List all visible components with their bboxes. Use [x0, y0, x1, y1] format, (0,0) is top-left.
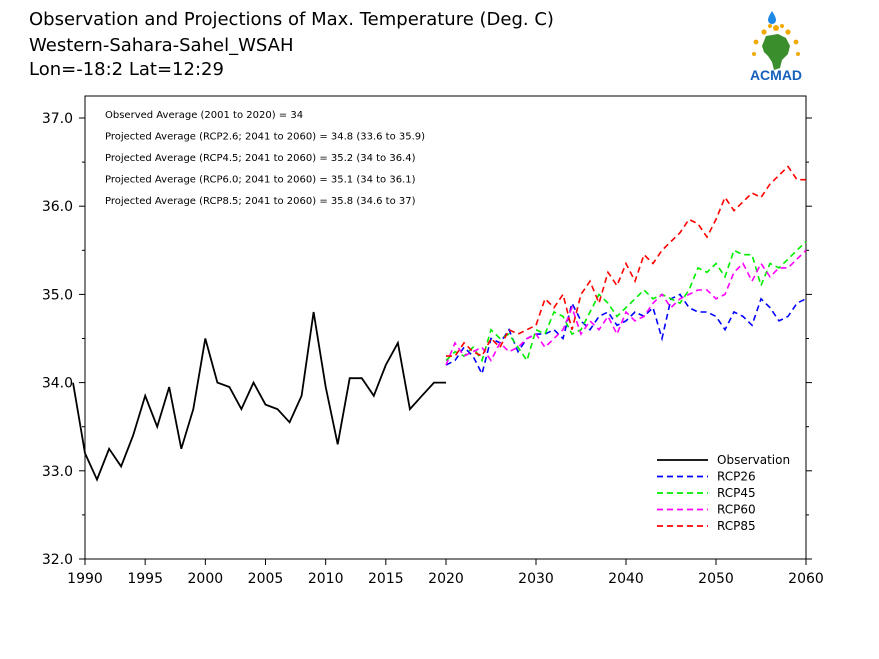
x-tick-label: 1990	[67, 571, 103, 587]
annotation-text: Projected Average (RCP8.5; 2041 to 2060)…	[105, 196, 416, 207]
x-tick-label: 2030	[518, 571, 554, 587]
x-tick-label: 2020	[428, 571, 464, 587]
annotation-text: Observed Average (2001 to 2020) = 34	[105, 110, 303, 121]
acmad-logo: ACMAD	[750, 11, 802, 83]
coords-label: Lon=-18:2 Lat=12:29	[29, 59, 224, 80]
region-label: Western-Sahara-Sahel_WSAH	[29, 35, 294, 56]
legend-label: Observation	[717, 453, 790, 467]
series-line-rcp26	[445, 293, 807, 377]
y-tick-label: 35.0	[42, 287, 73, 303]
x-tick-label: 2050	[698, 571, 734, 587]
series-line-observation	[72, 311, 446, 482]
y-tick-label: 32.0	[42, 552, 73, 568]
y-tick-label: 33.0	[42, 464, 73, 480]
y-tick-label: 36.0	[42, 199, 73, 215]
plot-frame	[84, 95, 807, 560]
annotation-text: Projected Average (RCP4.5; 2041 to 2060)…	[105, 153, 416, 164]
annotation-text: Projected Average (RCP6.0; 2041 to 2060)…	[105, 175, 416, 186]
legend-label: RCP85	[717, 519, 756, 533]
y-tick-label: 37.0	[42, 111, 73, 127]
x-tick-label: 2000	[188, 571, 224, 587]
x-tick-label: 2015	[368, 571, 404, 587]
x-tick-label: 2040	[608, 571, 644, 587]
logo-text: ACMAD	[750, 67, 802, 83]
series-line-rcp85	[446, 165, 806, 358]
x-tick-label: 2010	[308, 571, 344, 587]
chart-title: Observation and Projections of Max. Temp…	[29, 9, 554, 30]
legend-label: RCP26	[717, 470, 756, 484]
legend-label: RCP60	[717, 503, 756, 517]
series-line-rcp60	[445, 249, 807, 366]
x-tick-label: 1995	[127, 571, 163, 587]
y-tick-label: 34.0	[42, 376, 73, 392]
legend-label: RCP45	[717, 486, 756, 500]
annotation-text: Projected Average (RCP2.6; 2041 to 2060)…	[105, 132, 425, 143]
x-tick-label: 2060	[788, 571, 824, 587]
x-tick-label: 2005	[248, 571, 284, 587]
